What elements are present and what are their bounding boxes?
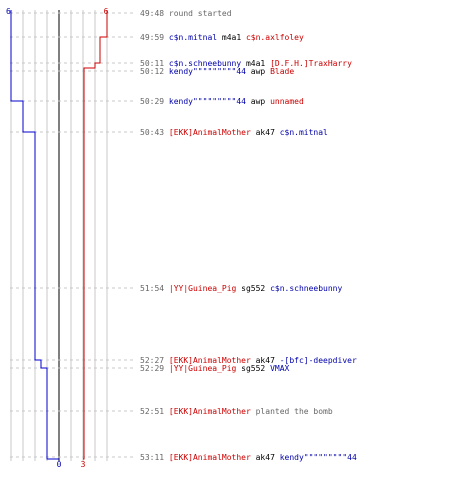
- event-guides: [10, 12, 136, 458]
- event-segment: [EKK]AnimalMother: [169, 356, 251, 365]
- event-segment: sg552: [236, 364, 270, 373]
- event-time: 50:11: [140, 59, 169, 68]
- event-segment: m4a1: [241, 59, 270, 68]
- event-segment: c$n.mitnal: [280, 128, 328, 137]
- event-segment: kendy"""""""""44: [169, 67, 246, 76]
- event-segment: VMAX: [270, 364, 289, 373]
- event-segment: ak47: [251, 453, 280, 462]
- event-segment: sg552: [236, 284, 270, 293]
- event-segment: m4a1: [217, 33, 246, 42]
- blue-start-count: 6: [6, 7, 11, 16]
- event-time: 50:12: [140, 67, 169, 76]
- event-time: 49:48: [140, 9, 169, 18]
- event-time: 50:29: [140, 97, 169, 106]
- event-row: 49:48 round started: [140, 9, 232, 18]
- event-time: 51:54: [140, 284, 169, 293]
- event-segment: round started: [169, 9, 232, 18]
- event-segment: [EKK]AnimalMother: [169, 128, 251, 137]
- event-segment: |YY|Guinea_Pig: [169, 284, 237, 293]
- event-segment: planted the bomb: [251, 407, 333, 416]
- event-segment: c$n.schneebunny: [169, 59, 241, 68]
- event-time: 53:11: [140, 453, 169, 462]
- event-segment: c$n.mitnal: [169, 33, 217, 42]
- event-segment: unnamed: [270, 97, 304, 106]
- event-segment: -[bfc]-deepdiver: [280, 356, 357, 365]
- event-segment: [EKK]AnimalMother: [169, 407, 251, 416]
- red-end-count: 3: [81, 460, 86, 469]
- event-segment: [EKK]AnimalMother: [169, 453, 251, 462]
- event-log: 49:48 round started 49:59 c$n.mitnal m4a1…: [140, 9, 357, 462]
- blue-end-count: 0: [57, 460, 62, 469]
- event-row: 49:59 c$n.mitnal m4a1 c$n.axlfoley: [140, 33, 304, 42]
- blue-team-count-line: [10, 10, 59, 460]
- event-time: 52:27: [140, 356, 169, 365]
- event-row: 50:11 c$n.schneebunny m4a1 [D.F.H.]TraxH…: [140, 59, 352, 68]
- event-segment: Blade: [270, 67, 294, 76]
- event-segment: ak47: [251, 356, 280, 365]
- event-segment: c$n.schneebunny: [270, 284, 342, 293]
- event-segment: [D.F.H.]TraxHarry: [270, 59, 352, 68]
- red-team-count-line: [83, 10, 108, 460]
- event-row: 52:51 [EKK]AnimalMother planted the bomb: [140, 407, 333, 416]
- event-segment: c$n.axlfoley: [246, 33, 304, 42]
- event-row: 53:11 [EKK]AnimalMother ak47 kendy""""""…: [140, 453, 357, 462]
- red-start-count: 6: [104, 7, 109, 16]
- event-row: 52:29 |YY|Guinea_Pig sg552 VMAX: [140, 364, 290, 373]
- event-time: 52:29: [140, 364, 169, 373]
- event-time: 49:59: [140, 33, 169, 42]
- event-segment: awp: [246, 67, 270, 76]
- event-row: 50:43 [EKK]AnimalMother ak47 c$n.mitnal: [140, 128, 328, 137]
- event-segment: awp: [246, 97, 270, 106]
- event-time: 52:51: [140, 407, 169, 416]
- event-row: 52:27 [EKK]AnimalMother ak47 -[bfc]-deep…: [140, 356, 357, 365]
- event-row: 50:29 kendy"""""""""44 awp unnamed: [140, 97, 304, 106]
- event-segment: kendy"""""""""44: [280, 453, 357, 462]
- grid-lines: [10, 10, 108, 461]
- event-segment: kendy"""""""""44: [169, 97, 246, 106]
- event-segment: ak47: [251, 128, 280, 137]
- event-segment: |YY|Guinea_Pig: [169, 364, 237, 373]
- event-row: 50:12 kendy"""""""""44 awp Blade: [140, 67, 294, 76]
- event-row: 51:54 |YY|Guinea_Pig sg552 c$n.schneebun…: [140, 284, 342, 293]
- event-time: 50:43: [140, 128, 169, 137]
